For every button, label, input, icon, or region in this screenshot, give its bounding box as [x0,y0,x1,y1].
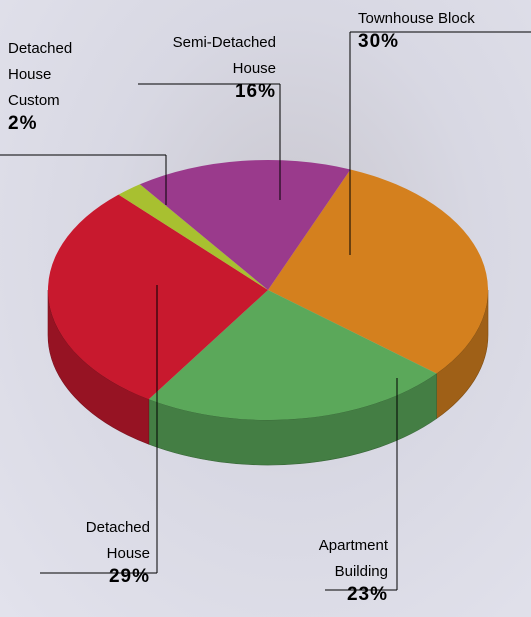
category-label: Semi-Detached House [136,30,276,82]
value-label: 30% [358,32,528,52]
category-label: Detached House Custom [8,36,88,114]
category-label: Detached House [50,515,150,567]
category-label: Apartment Building [292,533,388,585]
page: Townhouse Block30% Apartment Building23% D… [0,0,531,617]
value-label: 16% [136,82,276,102]
category-label: Townhouse Block [358,6,528,32]
value-label: 23% [292,585,388,605]
value-label: 29% [50,567,150,587]
value-label: 2% [8,114,88,134]
